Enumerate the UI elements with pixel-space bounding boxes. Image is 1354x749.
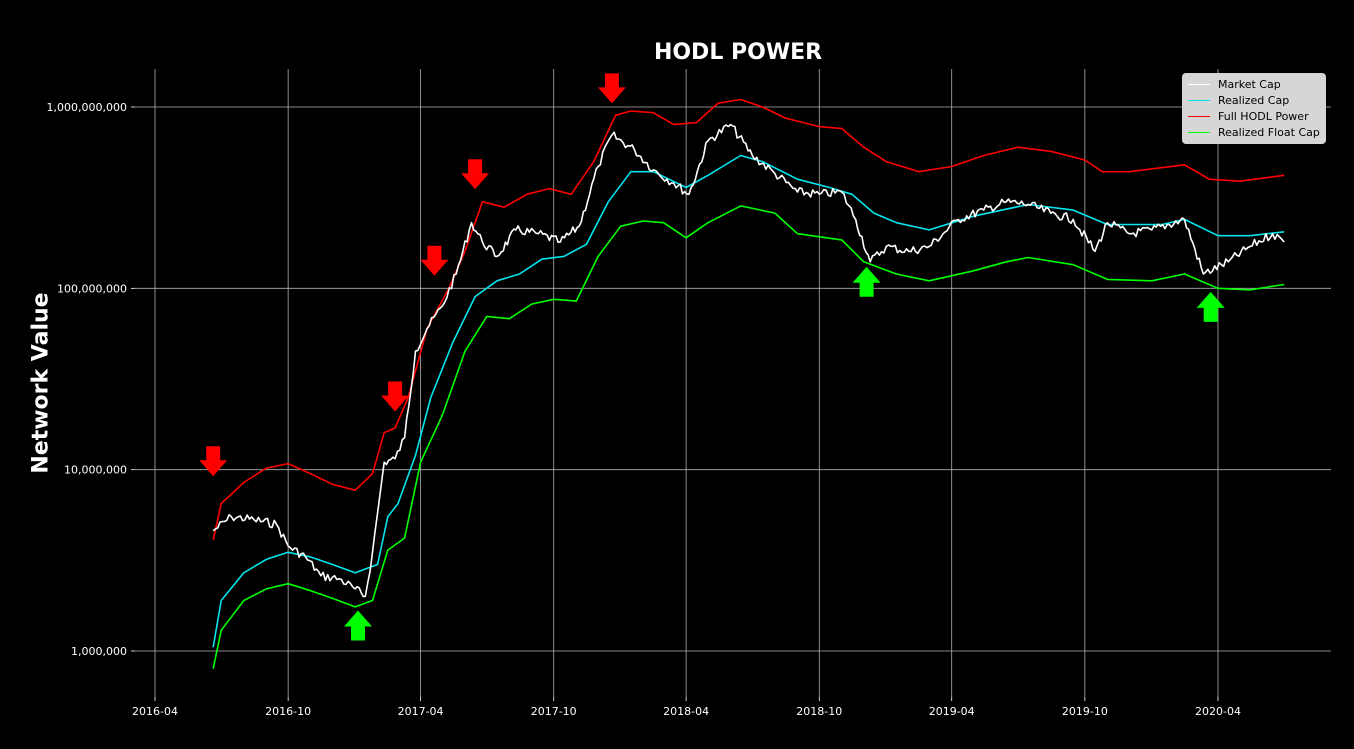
chart-title: HODL POWER (653, 40, 823, 65)
down-arrow-icon (461, 159, 490, 190)
up-arrow-icon (852, 266, 881, 297)
down-arrow-icon (420, 245, 449, 276)
x-tick-label: 2019-10 (1062, 705, 1108, 718)
legend: Market Cap Realized Cap Full HODL Power … (1182, 73, 1326, 144)
legend-item-realized-cap: Realized Cap (1188, 92, 1289, 108)
axis-ticks: 2016-04 2016-10 2017-04 2017-10 2018-04 2018-… (47, 101, 1241, 718)
x-tick-label: 2020-04 (1195, 705, 1241, 718)
legend-swatch (1188, 83, 1210, 85)
y-tick-label: 10,000,000 (64, 464, 127, 477)
up-arrow-icon (344, 610, 372, 641)
series-lines (212, 98, 1285, 669)
x-tick-label: 2019-04 (929, 705, 975, 718)
legend-swatch (1188, 99, 1210, 101)
x-tick-label: 2018-04 (663, 705, 709, 718)
y-tick-label: 1,000,000 (71, 645, 127, 658)
y-tick-label: 100,000,000 (57, 282, 127, 295)
series-line-market-cap (212, 123, 1285, 598)
legend-item-market-cap: Market Cap (1188, 76, 1281, 92)
legend-label: Full HODL Power (1218, 109, 1309, 123)
x-tick-label: 2018-10 (796, 705, 842, 718)
x-tick-label: 2017-04 (398, 705, 444, 718)
legend-label: Realized Cap (1218, 93, 1290, 107)
legend-item-full-hodl-power: Full HODL Power (1188, 108, 1309, 124)
series-line-realized-cap (212, 154, 1285, 648)
series-line-realized-float-cap (212, 205, 1285, 669)
series-line-full-hodl-power (212, 98, 1285, 541)
down-arrow-icon (199, 446, 228, 477)
legend-swatch (1188, 131, 1210, 133)
annotation-arrows (199, 73, 1225, 641)
legend-swatch (1188, 115, 1210, 117)
up-arrow-icon (1196, 291, 1225, 322)
grid-lines (135, 69, 1331, 697)
legend-label: Realized Float Cap (1218, 125, 1320, 139)
legend-item-realized-float-cap: Realized Float Cap (1188, 124, 1320, 140)
x-tick-label: 2017-10 (531, 705, 577, 718)
y-tick-label: 1,000,000,000 (47, 101, 127, 114)
down-arrow-icon (381, 381, 410, 412)
x-tick-label: 2016-10 (265, 705, 311, 718)
legend-label: Market Cap (1218, 77, 1281, 91)
y-axis-label: Network Value (28, 292, 54, 474)
down-arrow-icon (597, 73, 626, 104)
x-tick-label: 2016-04 (132, 705, 178, 718)
